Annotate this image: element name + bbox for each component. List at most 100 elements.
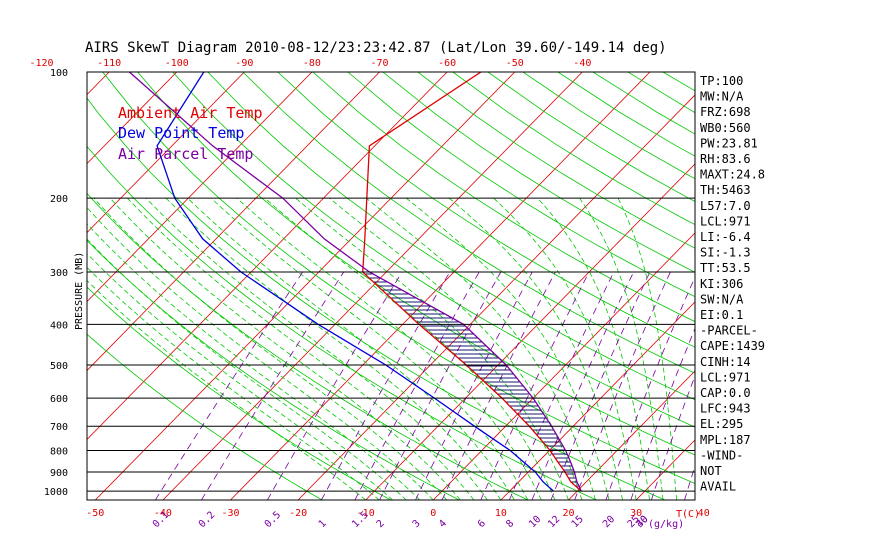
dry-adiabat (452, 72, 695, 226)
bottom-temp-tick-label: -50 (86, 508, 104, 519)
moist-adiabat (449, 197, 623, 500)
mixing-ratio-label: 0.5 (263, 510, 284, 531)
moist-adiabat (109, 197, 461, 500)
index-item: MAXT:24.8 (700, 168, 765, 182)
legend-ambient-temp: Ambient Air Temp (118, 104, 263, 122)
mixing-ratio-line (441, 271, 556, 500)
index-item: LFC:943 (700, 402, 751, 416)
dew-point-line (156, 72, 554, 492)
dry-adiabat (137, 72, 695, 456)
mixing-ratio-label: 10 (527, 514, 543, 530)
bottom-temp-tick-label: -40 (154, 508, 172, 519)
index-item: KI:306 (700, 277, 743, 291)
index-item: SW:N/A (700, 292, 744, 306)
index-item: EI:0.1 (700, 308, 743, 322)
index-item: TT:53.5 (700, 261, 751, 275)
index-item: WB0:560 (700, 121, 751, 135)
moist-adiabat (93, 197, 448, 500)
index-item: CAPE:1439 (700, 339, 765, 353)
index-item: FRZ:698 (700, 105, 751, 119)
dry-adiabat (662, 72, 695, 92)
index-item: LCL:971 (700, 370, 751, 384)
mixing-ratio-label: 3 (411, 518, 423, 530)
pressure-tick-label: 700 (50, 422, 68, 433)
dry-adiabat (312, 72, 695, 323)
dry-adiabat (172, 72, 695, 428)
index-item: AVAIL (700, 480, 736, 494)
dry-adiabat (87, 192, 528, 500)
moist-adiabat (617, 198, 678, 500)
isotherm-line (87, 72, 245, 234)
index-item: MW:N/A (700, 90, 744, 104)
moist-adiabat (366, 197, 596, 500)
mixing-ratio-label: 12 (546, 514, 562, 530)
legend: Ambient Air Temp Dew Point Temp Air Parc… (118, 104, 263, 163)
chart-title: AIRS SkewT Diagram 2010-08-12/23:23:42.8… (85, 40, 667, 56)
moist-adiabat (87, 266, 380, 500)
mixing-ratio-line (155, 271, 304, 500)
moist-adiabat (87, 253, 393, 500)
mixing-ratio-label: 20 (601, 514, 617, 530)
mixing-ratio-label: 2 (375, 518, 387, 530)
dry-adiabat (242, 72, 695, 374)
pressure-tick-label: 400 (50, 320, 68, 331)
index-item: TP:100 (700, 74, 743, 88)
isotherm-line (230, 72, 651, 500)
mixing-ratio-line (605, 276, 695, 500)
isotherm-line (771, 72, 870, 500)
mixing-ratio-line (321, 271, 451, 500)
mixing-ratio-label: 8 (504, 518, 516, 530)
index-item: L57:7.0 (700, 199, 751, 213)
dry-adiabat (87, 333, 323, 500)
temperature-axis-label: T(C) (676, 509, 700, 520)
dry-adiabat (277, 72, 695, 348)
pressure-tick-label: 300 (50, 268, 68, 279)
top-temp-tick-label: -80 (303, 58, 321, 69)
index-item: TH:5463 (700, 183, 751, 197)
cape-area (362, 272, 582, 492)
index-item: NOT (700, 464, 722, 478)
top-temp-tick-label: -100 (165, 58, 189, 69)
top-temp-tick-label: -120 (29, 58, 53, 69)
legend-dew-point: Dew Point Temp (118, 124, 244, 142)
bottom-temp-tick-label: -20 (289, 508, 307, 519)
mixing-ratio-label: 6 (476, 518, 488, 530)
dry-adiabat (347, 72, 695, 298)
isotherm-line (162, 72, 583, 500)
mixing-ratio-label: 0.2 (197, 510, 218, 531)
moist-adiabat (127, 197, 475, 500)
mixing-ratio-line (550, 271, 651, 500)
cape-hatch (362, 272, 582, 492)
moist-adiabat (87, 238, 407, 500)
parcel-temp-line (128, 72, 582, 492)
index-item: -WIND- (700, 448, 743, 462)
isotherm-line (87, 72, 313, 303)
moist-adiabat (537, 197, 650, 500)
pressure-tick-label: 100 (50, 68, 68, 79)
ambient-temp-line (362, 72, 582, 492)
isotherm-line (839, 72, 870, 500)
moist-adiabat (236, 197, 542, 500)
index-item: LCL:971 (700, 214, 751, 228)
mixing-ratio-line (415, 271, 533, 500)
mixing-ratio-line (630, 327, 695, 500)
bottom-temp-tick-label: 10 (495, 508, 507, 519)
mixing-ratio-line (531, 271, 634, 500)
pressure-axis-label: PRESSURE (MB) (74, 252, 85, 330)
isotherm-line (87, 72, 178, 165)
dry-adiabat (382, 72, 695, 273)
pressure-tick-label: 900 (50, 468, 68, 479)
index-item: EL:295 (700, 417, 743, 431)
index-item: LI:-6.4 (700, 230, 751, 244)
mixing-ratio-line (267, 271, 403, 500)
index-item: MPL:187 (700, 433, 751, 447)
sounding-series (128, 72, 582, 492)
moist-adiabat (264, 197, 556, 500)
bottom-temp-tick-label: 0 (430, 508, 436, 519)
moist-adiabat (493, 197, 637, 500)
dry-adiabat (207, 72, 695, 401)
bottom-temp-tick-label: -10 (357, 508, 375, 519)
top-temp-tick-label: -70 (371, 58, 389, 69)
plot-frame (86, 71, 696, 501)
